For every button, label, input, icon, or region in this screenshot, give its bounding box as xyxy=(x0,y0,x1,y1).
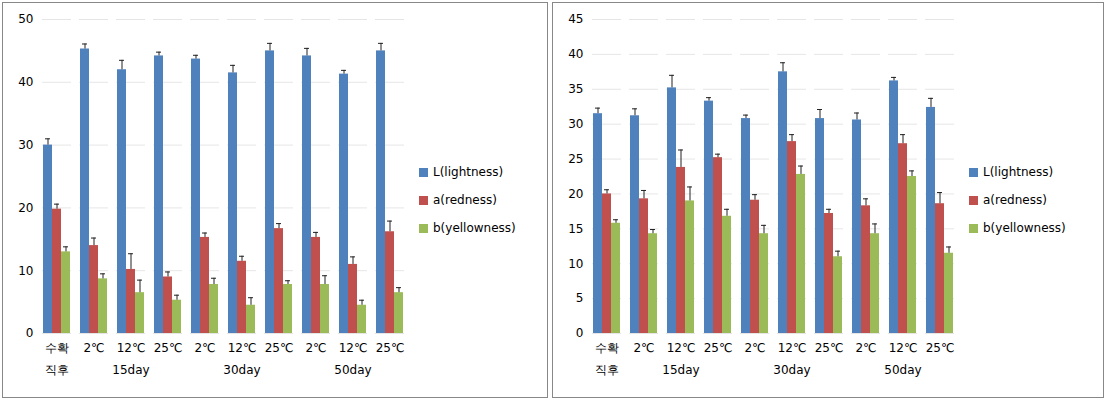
svg-text:30day: 30day xyxy=(773,363,810,377)
svg-text:수확: 수확 xyxy=(45,341,69,355)
svg-text:20: 20 xyxy=(18,201,33,215)
svg-text:직후: 직후 xyxy=(595,363,619,377)
svg-text:25℃: 25℃ xyxy=(815,341,844,355)
svg-text:12℃: 12℃ xyxy=(778,341,807,355)
svg-text:12℃: 12℃ xyxy=(667,341,696,355)
svg-text:직후: 직후 xyxy=(45,363,69,377)
svg-text:10: 10 xyxy=(18,264,33,278)
svg-text:2℃: 2℃ xyxy=(855,341,876,355)
svg-text:25℃: 25℃ xyxy=(265,341,294,355)
svg-text:5: 5 xyxy=(576,291,584,305)
svg-text:25℃: 25℃ xyxy=(376,341,405,355)
html-text:L(lightness): L(lightness) xyxy=(433,165,504,179)
svg-text:35: 35 xyxy=(568,82,583,96)
svg-text:25℃: 25℃ xyxy=(154,341,183,355)
svg-text:45: 45 xyxy=(568,12,583,26)
svg-text:30: 30 xyxy=(18,138,33,152)
svg-text:25℃: 25℃ xyxy=(704,341,733,355)
svg-text:12℃: 12℃ xyxy=(889,341,918,355)
html-text:b(yellowness): b(yellowness) xyxy=(983,221,1066,235)
svg-text:20: 20 xyxy=(568,187,583,201)
svg-text:15day: 15day xyxy=(662,363,699,377)
html-text:L(lightness): L(lightness) xyxy=(983,165,1054,179)
svg-text:0: 0 xyxy=(26,326,34,340)
svg-text:40: 40 xyxy=(18,75,33,89)
svg-text:12℃: 12℃ xyxy=(339,341,368,355)
svg-text:2℃: 2℃ xyxy=(83,341,104,355)
html-text:a(redness): a(redness) xyxy=(433,193,497,207)
html-text:b(yellowness): b(yellowness) xyxy=(433,221,516,235)
svg-text:12℃: 12℃ xyxy=(117,341,146,355)
svg-text:30day: 30day xyxy=(223,363,260,377)
svg-text:수확: 수확 xyxy=(595,341,619,355)
svg-text:2℃: 2℃ xyxy=(744,341,765,355)
svg-text:50day: 50day xyxy=(884,363,921,377)
svg-text:25: 25 xyxy=(568,152,583,166)
html-text:a(redness): a(redness) xyxy=(983,193,1047,207)
svg-text:15day: 15day xyxy=(112,363,149,377)
svg-text:40: 40 xyxy=(568,47,583,61)
svg-text:15: 15 xyxy=(568,222,583,236)
svg-text:0: 0 xyxy=(576,326,584,340)
svg-text:25℃: 25℃ xyxy=(926,341,955,355)
svg-text:50day: 50day xyxy=(334,363,371,377)
svg-text:12℃: 12℃ xyxy=(228,341,257,355)
svg-text:2℃: 2℃ xyxy=(194,341,215,355)
svg-text:2℃: 2℃ xyxy=(633,341,654,355)
svg-text:50: 50 xyxy=(18,12,33,26)
svg-text:2℃: 2℃ xyxy=(305,341,326,355)
svg-text:10: 10 xyxy=(568,257,583,271)
svg-text:30: 30 xyxy=(568,117,583,131)
